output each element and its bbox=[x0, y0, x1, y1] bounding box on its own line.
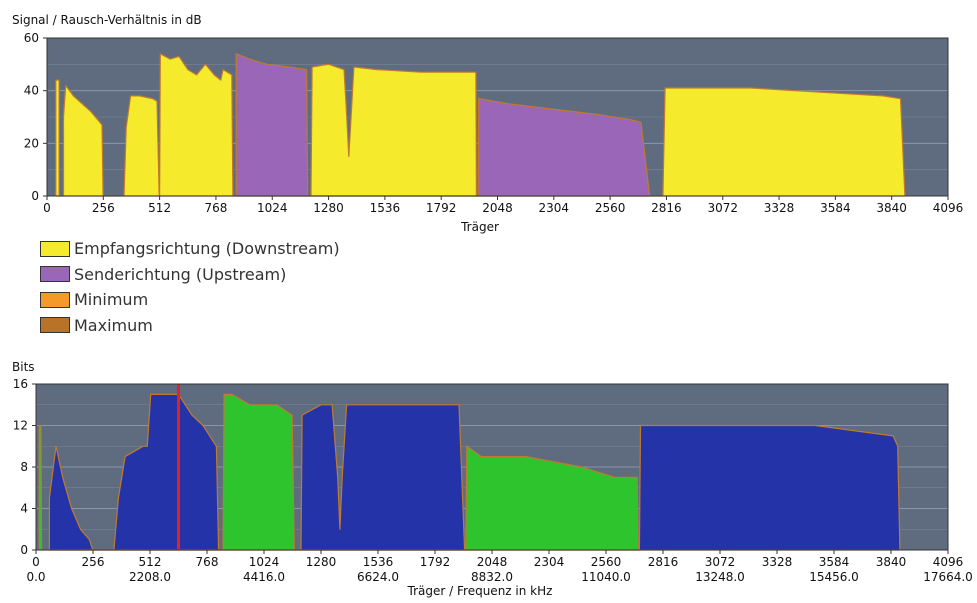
x-tick-label: 1792 bbox=[420, 555, 451, 569]
legend-label: Senderichtung (Upstream) bbox=[74, 264, 287, 284]
bits-chart-title: Bits bbox=[12, 360, 35, 374]
y-tick-label: 0 bbox=[20, 543, 28, 557]
legend-swatch bbox=[40, 317, 70, 334]
x-tick-label: 1280 bbox=[313, 201, 344, 215]
legend-item-minimum: Minimum bbox=[40, 287, 340, 313]
y-tick-label: 4 bbox=[20, 502, 28, 516]
x-tick-label: 1280 bbox=[306, 555, 337, 569]
x-freq-label: 6624.0 bbox=[357, 570, 399, 584]
series-area-senderichtung-upstream- bbox=[235, 53, 651, 197]
x-freq-label: 13248.0 bbox=[695, 570, 745, 584]
x-tick-label: 2560 bbox=[595, 201, 626, 215]
bits-x-ticks: 0 256 512 768 1024 1280 1536 1792 2048 2304 2560 28… bbox=[26, 550, 973, 584]
y-tick-label: 12 bbox=[13, 419, 28, 433]
legend-label: Maximum bbox=[74, 315, 153, 335]
y-tick-label: 8 bbox=[20, 460, 28, 474]
x-tick-label: 2304 bbox=[539, 201, 570, 215]
x-tick-label: 1024 bbox=[249, 555, 280, 569]
x-tick-label: 2048 bbox=[477, 555, 508, 569]
snr-chart-title: Signal / Rausch-Verhältnis in dB bbox=[12, 13, 202, 27]
x-tick-label: 512 bbox=[139, 555, 162, 569]
bits-series bbox=[35, 383, 949, 551]
bits-x-label: Träger / Frequenz in kHz bbox=[407, 584, 553, 598]
x-tick-label: 1792 bbox=[426, 201, 457, 215]
x-freq-label: 15456.0 bbox=[809, 570, 859, 584]
x-tick-label: 3584 bbox=[820, 201, 851, 215]
x-tick-label: 3072 bbox=[705, 555, 736, 569]
x-tick-label: 4096 bbox=[933, 201, 964, 215]
x-tick-label: 3328 bbox=[764, 201, 795, 215]
x-tick-label: 2816 bbox=[648, 555, 679, 569]
x-tick-label: 4096 bbox=[933, 555, 964, 569]
legend-item-downstream: Empfangsrichtung (Downstream) bbox=[40, 236, 340, 262]
snr-chart: Signal / Rausch-Verhältnis in dB 0 20 40 60… bbox=[12, 13, 963, 234]
legend-item-upstream: Senderichtung (Upstream) bbox=[40, 262, 340, 288]
legend-swatch bbox=[40, 266, 70, 283]
x-freq-label: 2208.0 bbox=[129, 570, 171, 584]
x-tick-label: 256 bbox=[92, 201, 115, 215]
x-tick-label: 0 bbox=[43, 201, 51, 215]
legend-label: Minimum bbox=[74, 290, 149, 310]
x-tick-label: 2560 bbox=[591, 555, 622, 569]
x-tick-label: 3328 bbox=[762, 555, 793, 569]
x-freq-label: 8832.0 bbox=[471, 570, 513, 584]
legend-item-maximum: Maximum bbox=[40, 313, 340, 339]
x-tick-label: 1536 bbox=[363, 555, 394, 569]
x-tick-label: 3840 bbox=[876, 201, 907, 215]
x-tick-label: 3584 bbox=[819, 555, 850, 569]
legend-swatch bbox=[40, 291, 70, 308]
x-freq-label: 4416.0 bbox=[243, 570, 285, 584]
x-tick-label: 0 bbox=[32, 555, 40, 569]
x-freq-label: 11040.0 bbox=[581, 570, 631, 584]
x-tick-label: 512 bbox=[148, 201, 171, 215]
y-tick-label: 0 bbox=[31, 189, 39, 203]
x-tick-label: 2048 bbox=[482, 201, 513, 215]
legend-swatch bbox=[40, 240, 70, 257]
x-tick-label: 3072 bbox=[707, 201, 738, 215]
x-tick-label: 3840 bbox=[876, 555, 907, 569]
x-tick-label: 768 bbox=[204, 201, 227, 215]
y-tick-label: 16 bbox=[13, 377, 28, 391]
bits-y-ticks: 0 4 8 12 16 bbox=[13, 377, 36, 557]
x-tick-label: 768 bbox=[196, 555, 219, 569]
x-tick-label: 2304 bbox=[534, 555, 565, 569]
y-tick-label: 60 bbox=[24, 31, 39, 45]
x-freq-label: 17664.0 bbox=[923, 570, 973, 584]
x-tick-label: 1536 bbox=[370, 201, 401, 215]
series-area-empfangsrichtung-downstream- bbox=[55, 53, 906, 197]
bits-chart: Bits 0 4 8 12 16 0 256 512 768 1024 1280 1536 1792 2… bbox=[12, 360, 973, 598]
legend-label: Empfangsrichtung (Downstream) bbox=[74, 239, 340, 259]
x-freq-label: 0.0 bbox=[26, 570, 45, 584]
snr-y-ticks: 0 20 40 60 bbox=[24, 31, 47, 203]
y-tick-label: 40 bbox=[24, 84, 39, 98]
legend: Empfangsrichtung (Downstream) Sendericht… bbox=[40, 236, 340, 338]
x-tick-label: 1024 bbox=[257, 201, 288, 215]
x-tick-label: 256 bbox=[82, 555, 105, 569]
snr-x-ticks: 0 256 512 768 1024 1280 1536 1792 2048 2304 2560 28… bbox=[43, 196, 963, 215]
x-tick-label: 2816 bbox=[651, 201, 682, 215]
snr-x-label: Träger bbox=[460, 220, 499, 234]
y-tick-label: 20 bbox=[24, 136, 39, 150]
